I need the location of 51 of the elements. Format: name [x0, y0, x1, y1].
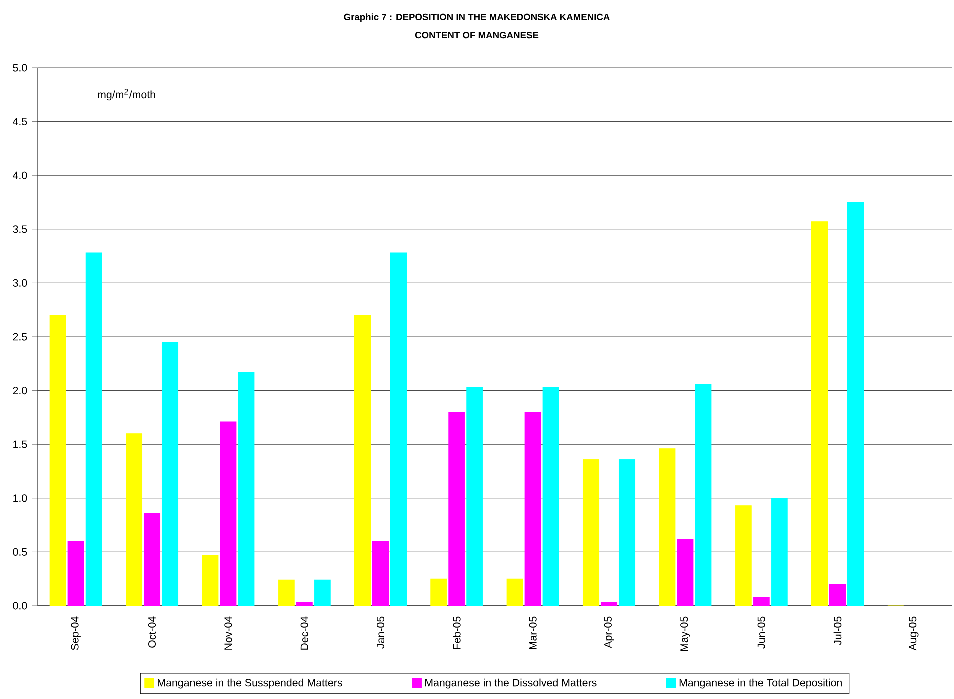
bar	[542, 387, 560, 606]
bar	[278, 580, 295, 606]
bar	[202, 555, 219, 606]
x-tick-label: Jul-05	[834, 616, 842, 646]
x-tick-label: May-05	[680, 616, 690, 652]
bar	[811, 222, 828, 606]
x-tick-label: Apr-05	[604, 616, 614, 648]
x-tick-label: Aug-05	[909, 616, 919, 651]
bar	[466, 387, 484, 606]
x-tick-label: Sep-04	[71, 616, 81, 650]
bar	[354, 315, 372, 606]
x-tick-label: Jun-05	[758, 616, 766, 649]
y-tick-label: 5.0	[13, 64, 28, 72]
chart-subtitle: CONTENT OF MANGANESE	[415, 32, 539, 39]
x-tick-label: Feb-05	[452, 616, 461, 650]
bar	[50, 315, 66, 606]
y-tick-label: 4.5	[13, 118, 28, 126]
chart-title: Graphic 7 : DEPOSITION IN THE MAKEDONSKA KAMENICA	[344, 14, 610, 22]
y-tick-label: 4.0	[13, 172, 28, 180]
bar	[506, 578, 524, 606]
x-tick-label: Oct-04	[148, 616, 156, 648]
bar	[771, 498, 788, 606]
bar	[86, 252, 102, 606]
x-tick-label: Dec-04	[300, 616, 308, 650]
y-tick-label: 0.0	[13, 602, 28, 610]
bar	[582, 459, 600, 606]
bar	[430, 578, 448, 606]
legend-label: Manganese in the Total Deposition	[680, 678, 842, 689]
legend-label: Manganese in the Susspended Matters	[158, 678, 342, 689]
y-tick-label: 3.5	[13, 226, 28, 234]
bar	[390, 252, 408, 606]
y-tick-label: 1.0	[14, 494, 28, 502]
y-tick-label: 0.5	[13, 548, 28, 556]
x-tick-label: Jan-05	[376, 616, 385, 649]
bar	[238, 372, 255, 606]
y-tick-label: 3.0	[13, 279, 28, 287]
bar	[314, 580, 331, 606]
bar	[695, 384, 712, 606]
y-tick-label: 2.0	[13, 387, 28, 395]
annotation: mg/m$^{2}$/moth	[98, 89, 156, 101]
x-tick-label: Nov-04	[224, 616, 232, 650]
y-tick-label: 1.5	[14, 440, 28, 448]
bar	[735, 506, 752, 606]
bar	[618, 459, 636, 606]
bar	[659, 448, 676, 606]
bar	[126, 434, 143, 606]
y-tick-label: 2.5	[13, 333, 28, 341]
bar	[162, 342, 179, 606]
legend-label: Manganese in the Dissolved Matters	[426, 678, 597, 689]
x-tick-label: Mar-05	[529, 616, 537, 650]
bar	[847, 202, 864, 606]
